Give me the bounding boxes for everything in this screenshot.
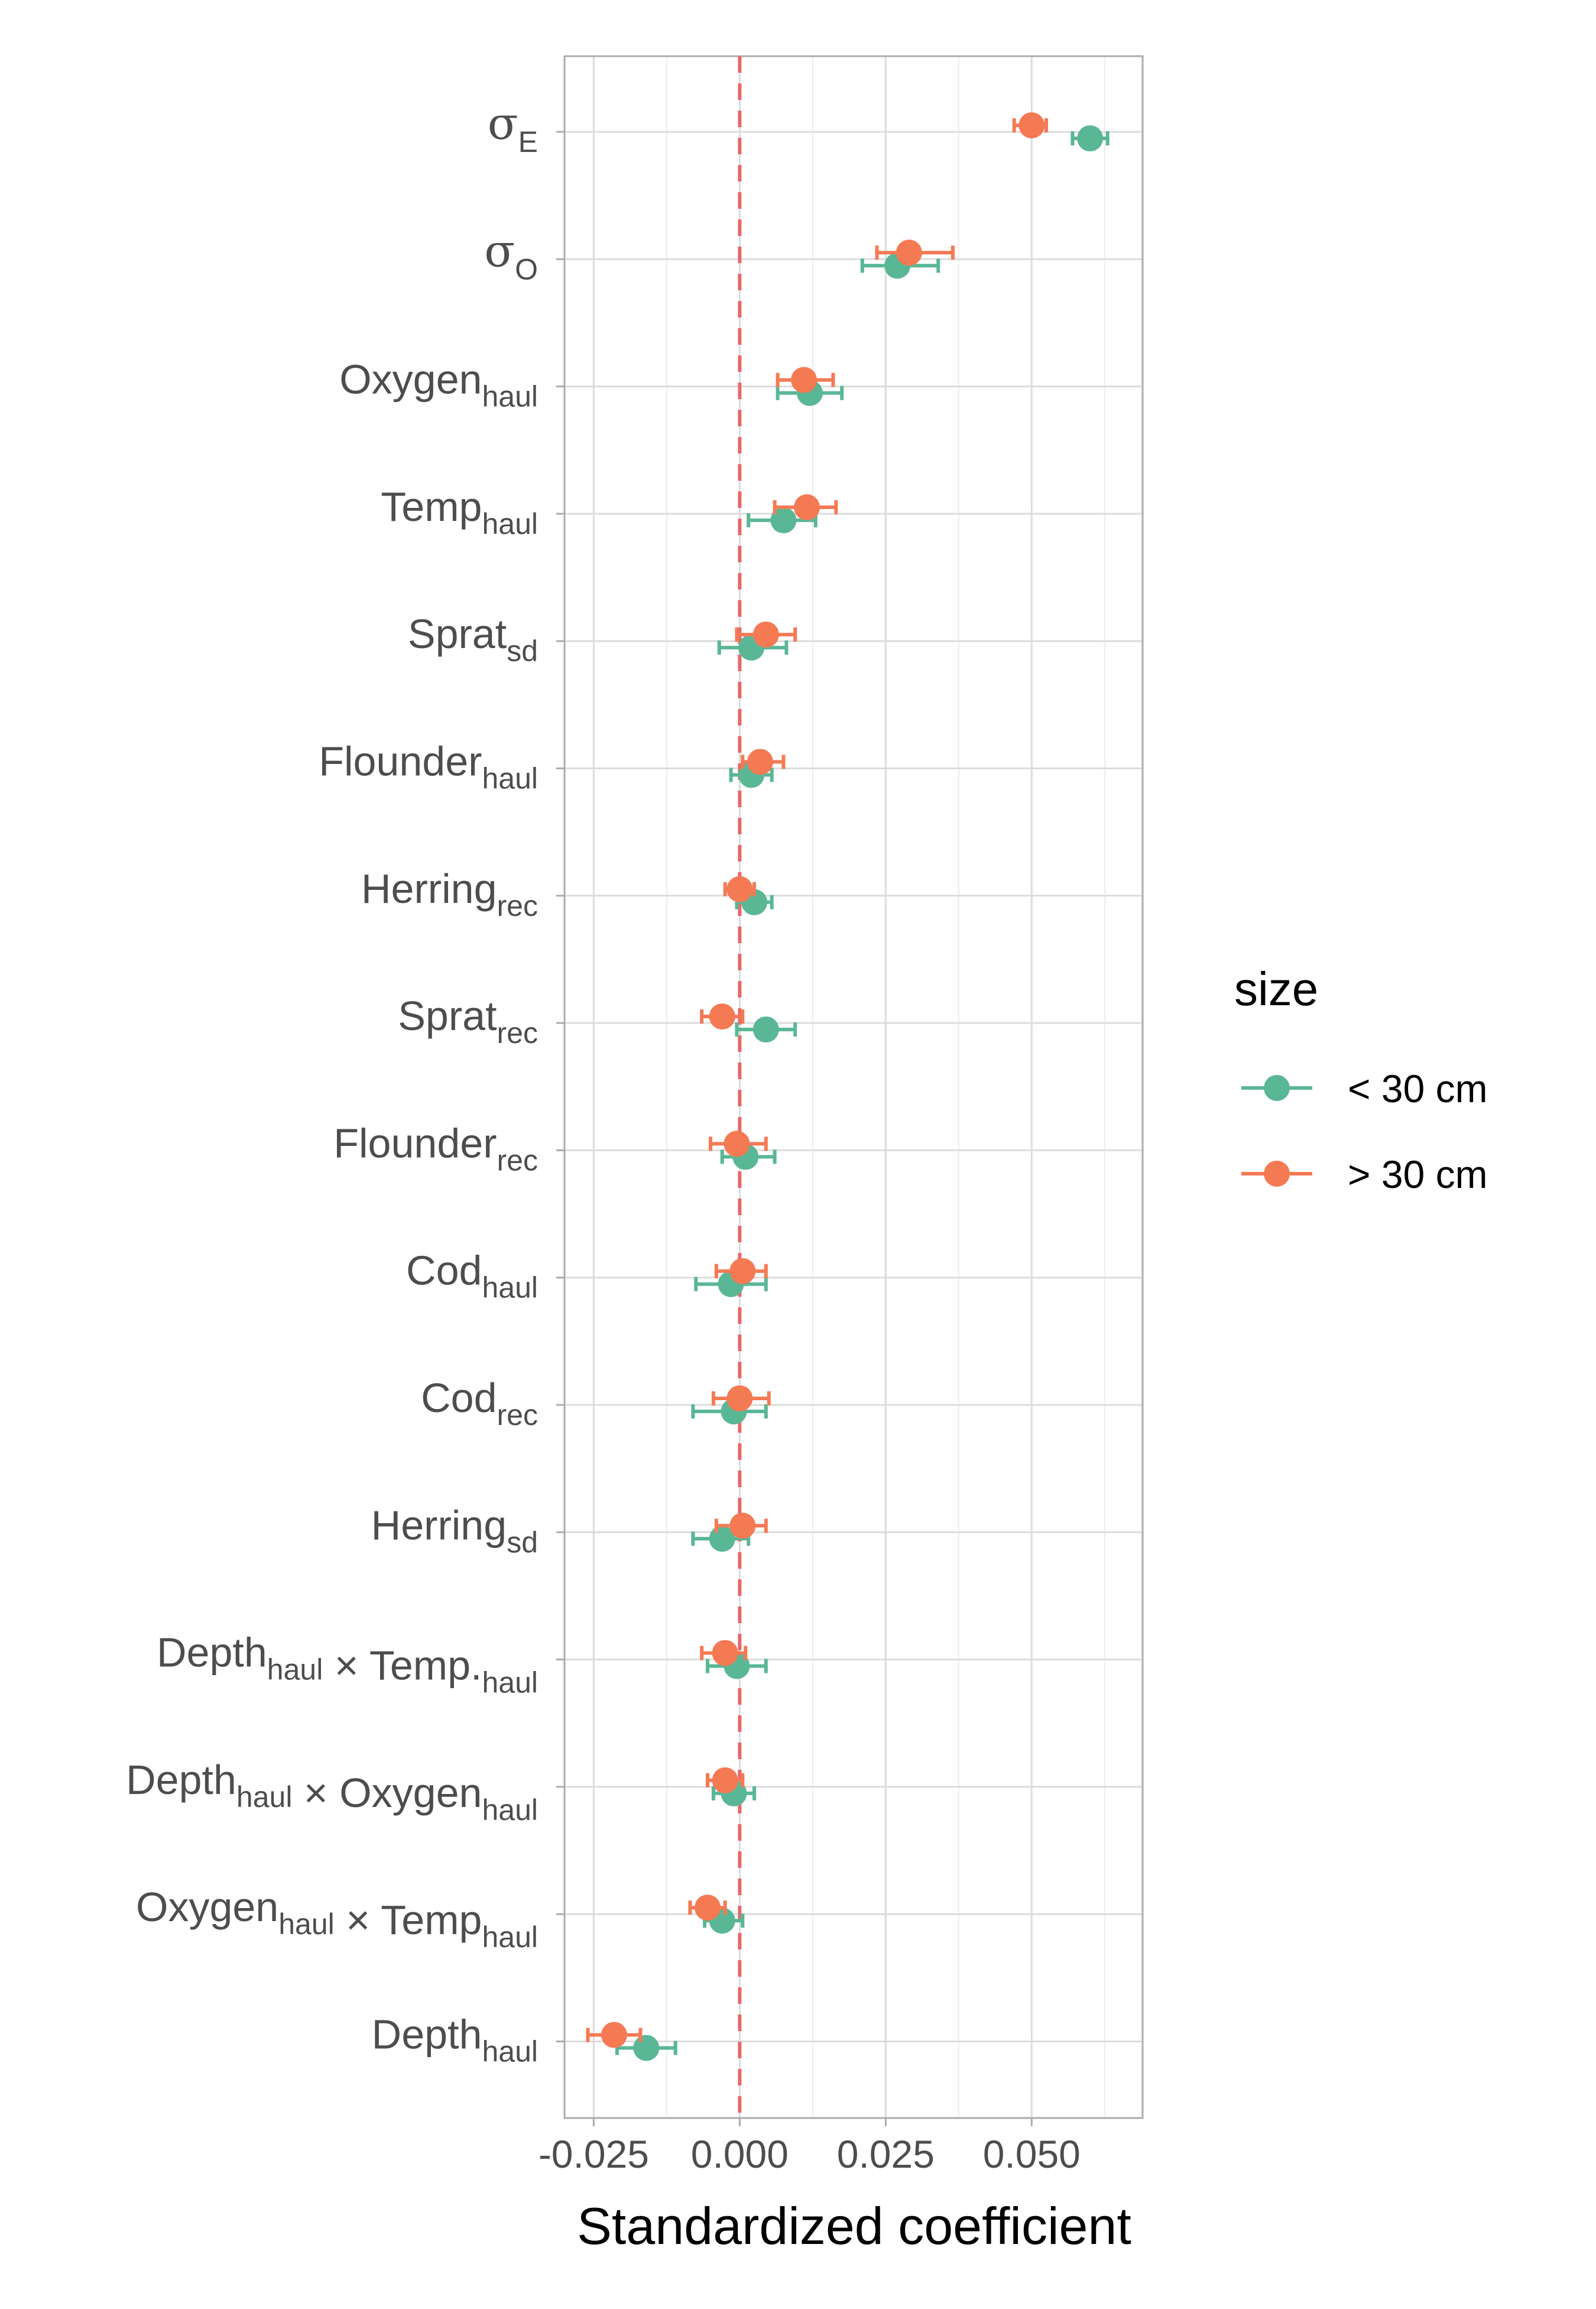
label-subscript: sd — [507, 1526, 538, 1559]
label-base: × Temp. — [323, 1643, 482, 1689]
y-tick-label: σO — [484, 224, 538, 286]
data-point — [724, 1131, 750, 1157]
data-point — [1077, 125, 1104, 151]
label-base: Cod — [421, 1375, 497, 1421]
label-subscript: haul — [482, 507, 538, 540]
y-tick-label: Spratrec — [398, 993, 538, 1050]
label-subscript: E — [518, 125, 538, 158]
data-point — [633, 2035, 660, 2061]
label-base: Herring — [361, 866, 497, 912]
y-tick-label: Oxygenhaul × Temphaul — [136, 1884, 538, 1954]
label-base: Depth — [372, 2012, 482, 2058]
legend-label: > 30 cm — [1348, 1152, 1488, 1196]
label-subscript: haul — [236, 1780, 293, 1813]
x-tick-label: 0.050 — [983, 2132, 1081, 2176]
grid-layer — [565, 56, 1143, 2118]
panel-border — [563, 55, 1144, 2119]
legend-title: size — [1234, 963, 1318, 1015]
y-tick-label: Depthhaul × Oxygenhaul — [126, 1757, 538, 1827]
series-0 — [615, 125, 1110, 2061]
data-point — [709, 1003, 735, 1030]
legend-entry: < 30 cm — [1241, 1067, 1488, 1110]
label-subscript: haul — [482, 1666, 538, 1699]
data-point — [729, 1513, 756, 1539]
data-point — [793, 494, 820, 520]
label-base: Depth — [126, 1757, 236, 1803]
data-point — [752, 1016, 779, 1043]
label-base: Temp — [381, 484, 482, 530]
data-point — [712, 1767, 738, 1793]
y-tick-label: Flounderhaul — [319, 739, 538, 795]
plot-panel — [565, 56, 1143, 2118]
y-tick-label: Spratsd — [408, 611, 538, 668]
label-subscript: rec — [497, 1016, 538, 1050]
label-base: Flounder — [319, 739, 482, 785]
data-point — [712, 1640, 738, 1666]
label-subscript: haul — [482, 1921, 538, 1954]
label-base: × Temp — [335, 1897, 482, 1943]
legend-label: < 30 cm — [1348, 1067, 1488, 1110]
y-tick-label: Temphaul — [381, 484, 538, 540]
label-base: Sprat — [408, 611, 507, 657]
y-tick-label: Depthhaul — [372, 2012, 538, 2068]
data-point — [729, 1258, 756, 1284]
x-axis-title: Standardized coefficient — [577, 2197, 1131, 2255]
data-point — [726, 1385, 753, 1411]
label-subscript: haul — [482, 762, 538, 795]
x-tick-label: 0.000 — [691, 2132, 789, 2176]
data-point — [747, 749, 773, 775]
y-tick-label: Flounderrec — [333, 1120, 538, 1177]
data-point — [752, 621, 779, 648]
label-subscript: haul — [482, 1271, 538, 1304]
label-base: Flounder — [333, 1120, 497, 1166]
label-subscript: haul — [482, 2035, 538, 2068]
marks-layer — [586, 56, 1110, 2118]
label-base: σ — [484, 224, 515, 277]
data-point — [791, 367, 818, 393]
data-point — [770, 507, 797, 533]
y-tick-label: Depthhaul × Temp.haul — [157, 1630, 538, 1699]
data-point — [1018, 112, 1045, 138]
series-1 — [586, 112, 1048, 2048]
label-subscript: rec — [497, 889, 538, 922]
label-subscript: haul — [482, 1793, 538, 1827]
legend-entries: < 30 cm > 30 cm — [1241, 1067, 1488, 1196]
label-base: Oxygen — [136, 1884, 278, 1930]
label-subscript: rec — [497, 1144, 538, 1177]
legend-key-point — [1264, 1075, 1290, 1101]
y-tick-label: σE — [488, 97, 538, 158]
data-point — [695, 1895, 721, 1921]
label-subscript: sd — [507, 634, 538, 668]
data-point — [896, 239, 922, 266]
label-subscript: haul — [278, 1908, 335, 1941]
legend: size < 30 cm > 30 cm — [1234, 963, 1488, 1196]
x-tick-label: 0.025 — [837, 2132, 935, 2176]
y-tick-label: Codrec — [421, 1375, 538, 1432]
legend-entry: > 30 cm — [1241, 1152, 1488, 1196]
y-tick-label: Herringsd — [371, 1502, 538, 1559]
label-base: σ — [488, 97, 518, 150]
data-point — [726, 876, 753, 902]
label-base: Sprat — [398, 993, 497, 1039]
data-point — [601, 2022, 627, 2048]
label-base: Oxygen — [339, 357, 482, 403]
x-tick-label: -0.025 — [539, 2132, 649, 2176]
label-subscript: O — [515, 252, 538, 286]
label-base: Herring — [371, 1502, 507, 1548]
label-subscript: haul — [482, 380, 538, 413]
y-tick-label: Codhaul — [406, 1248, 538, 1304]
y-tick-label: Herringrec — [361, 866, 538, 922]
label-subscript: haul — [267, 1653, 323, 1686]
label-base: × Oxygen — [292, 1770, 482, 1816]
label-subscript: rec — [497, 1398, 538, 1432]
y-tick-label: Oxygenhaul — [339, 357, 538, 413]
label-base: Depth — [157, 1630, 267, 1676]
label-base: Cod — [406, 1248, 482, 1294]
legend-key-point — [1264, 1161, 1290, 1187]
axis-layer: -0.025 0.000 0.025 0.050σEσOOxygenhaulTemph… — [126, 55, 1144, 2176]
